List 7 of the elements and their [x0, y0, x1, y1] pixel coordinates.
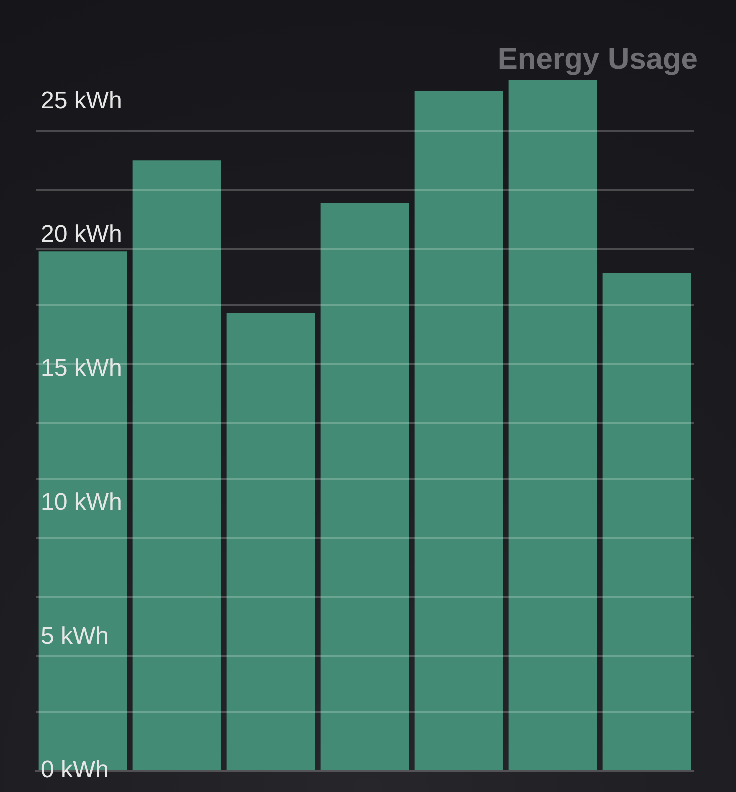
y-tick-label: 25 kWh [41, 87, 122, 114]
text: Energy Usage [498, 43, 698, 76]
y-tick-label: 15 kWh [41, 355, 122, 382]
y-tick-label: 0 kWh [41, 756, 110, 784]
y-tick-label: 10 kWh [41, 488, 122, 516]
y-tick-label: 20 kWh [41, 221, 122, 248]
y-tick-label: 5 kWh [41, 622, 110, 650]
